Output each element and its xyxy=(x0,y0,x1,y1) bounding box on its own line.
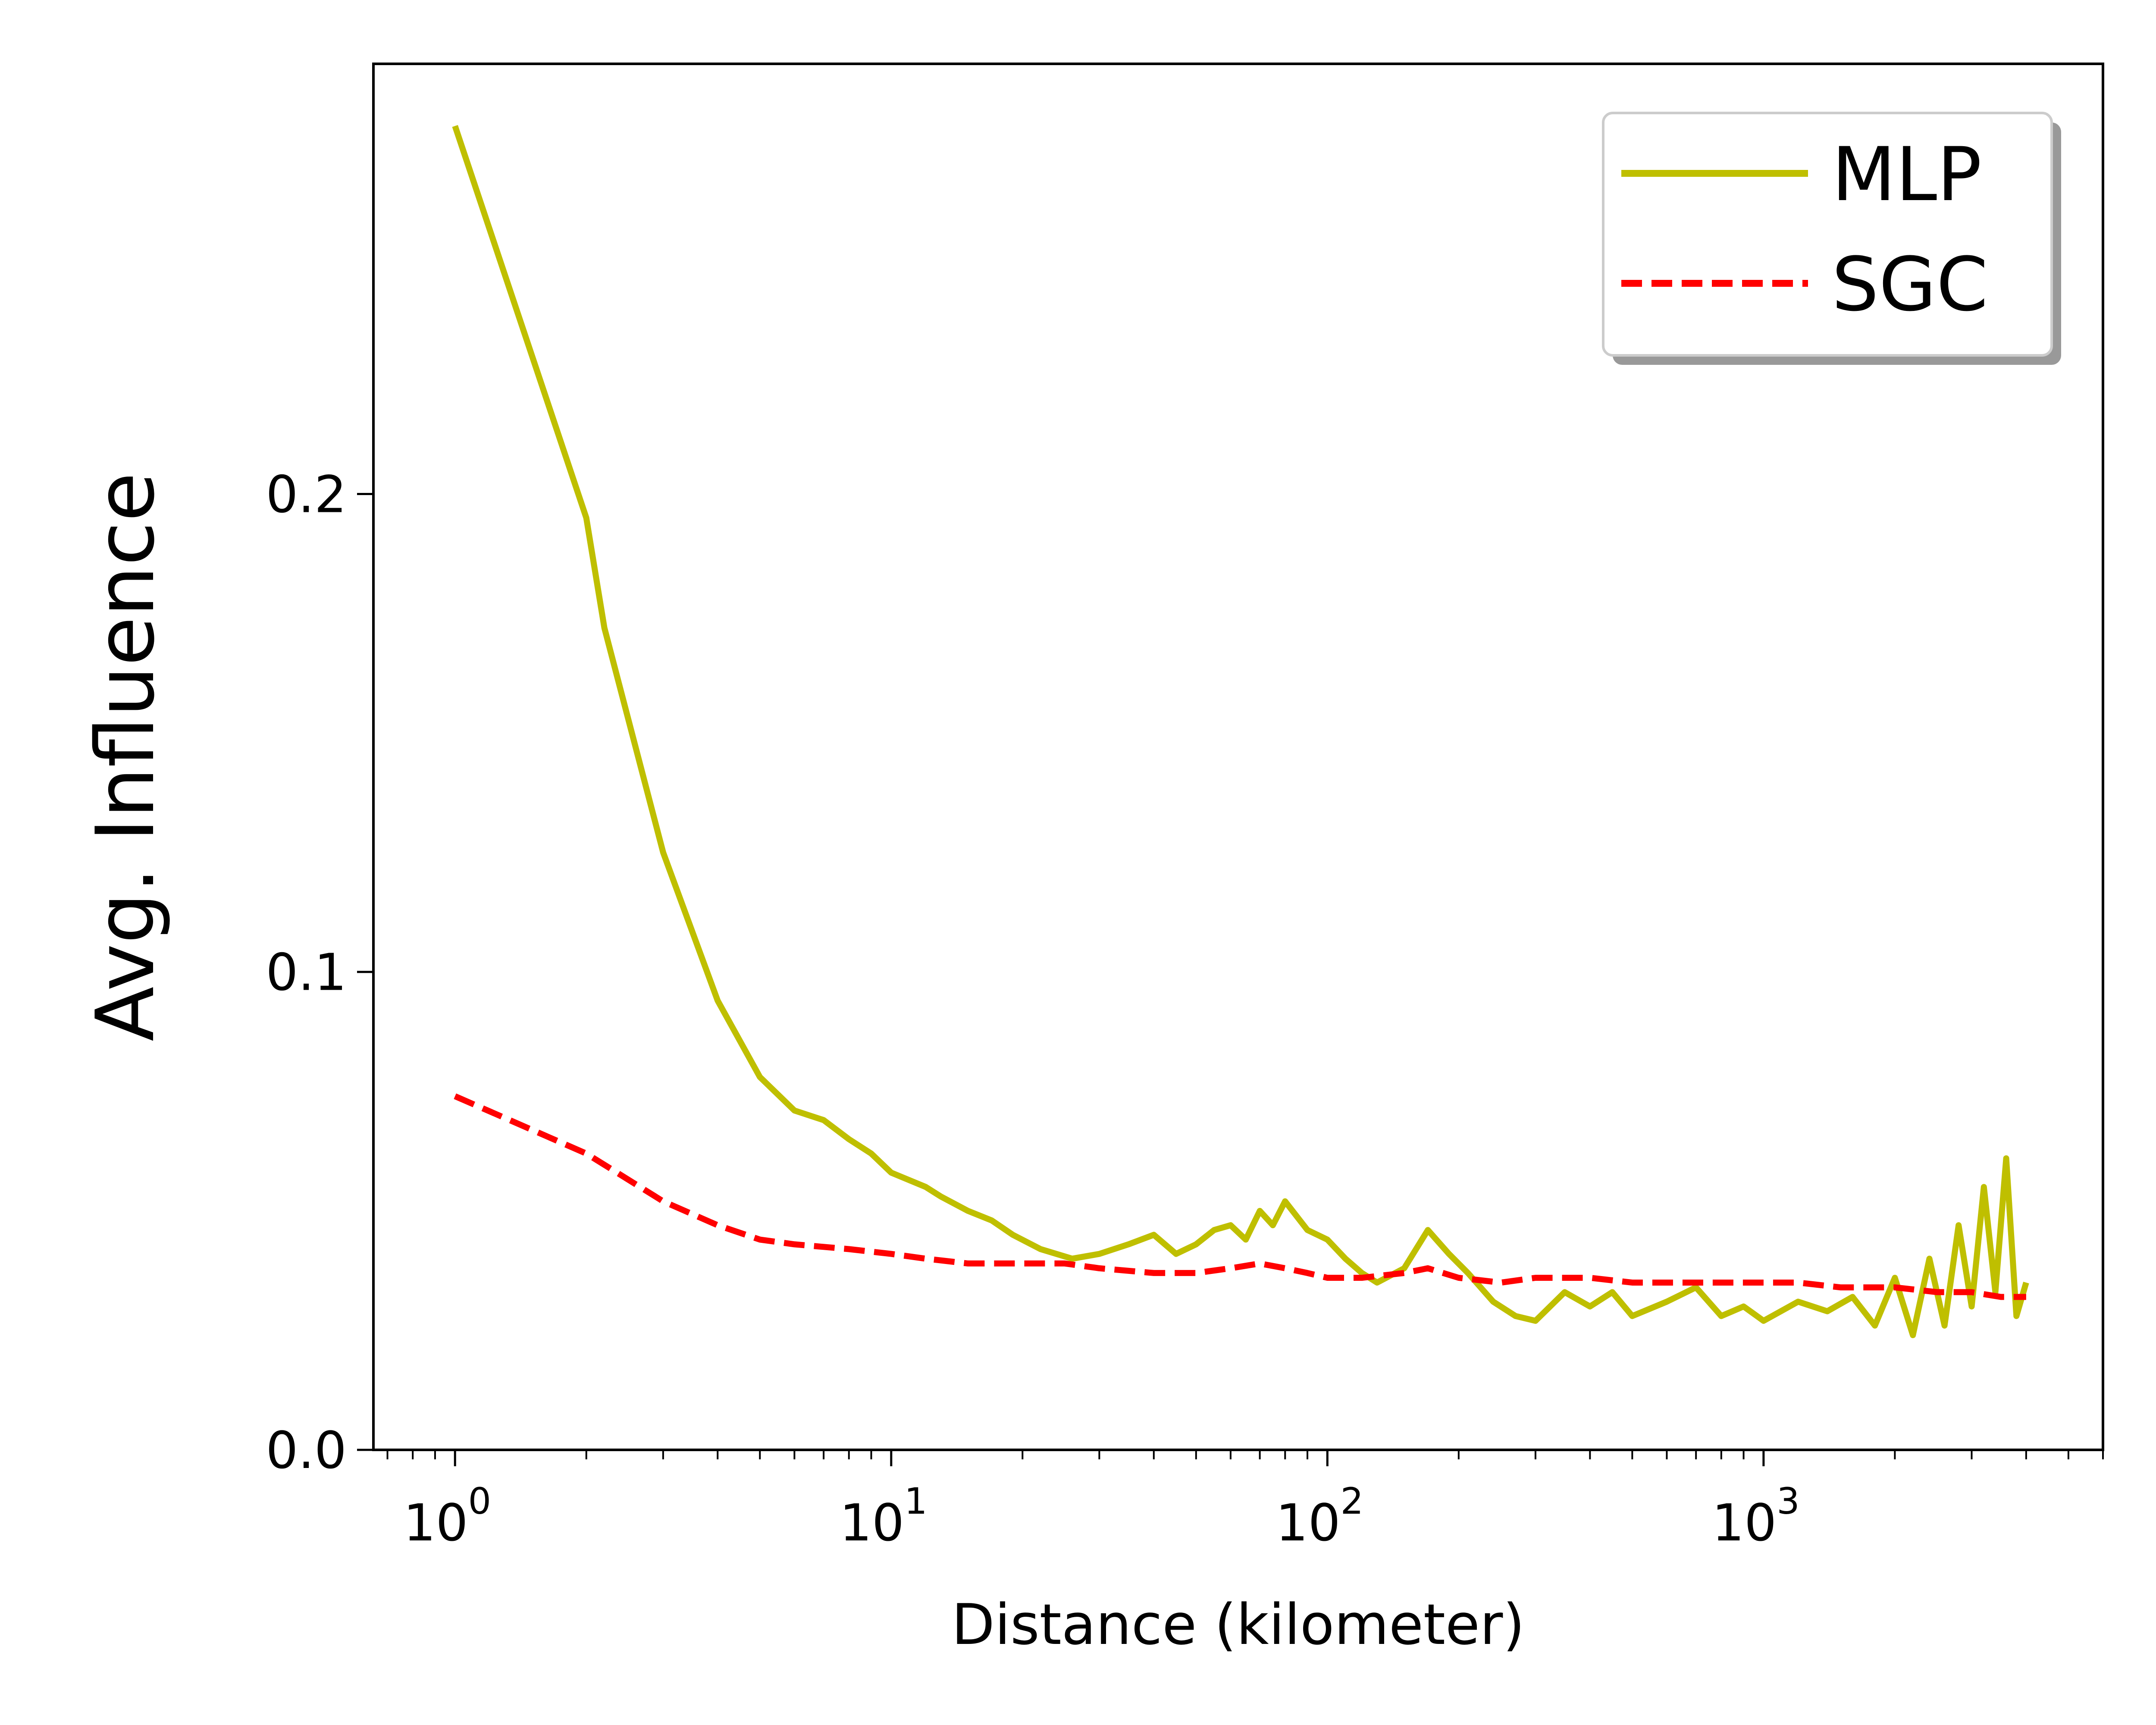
x-tick-base: 10 xyxy=(840,1493,904,1552)
x-tick-label: 103 xyxy=(1712,1480,1800,1552)
series-line-mlp xyxy=(452,125,2029,1338)
x-tick-exponent: 1 xyxy=(904,1480,927,1522)
legend-label-mlp: MLP xyxy=(1832,131,1982,218)
y-axis-label: Avg. Influence xyxy=(78,472,172,1041)
x-tick-label: 100 xyxy=(403,1480,491,1552)
y-tick-label: 0.0 xyxy=(266,1421,347,1480)
x-tick-exponent: 3 xyxy=(1777,1480,1799,1522)
y-axis: 0.0 0.1 0.2 xyxy=(266,464,373,1480)
series-line-sgc xyxy=(454,1093,2026,1300)
y-tick-label: 0.2 xyxy=(266,464,347,524)
legend: MLP SGC xyxy=(1602,112,2061,365)
x-tick-base: 10 xyxy=(1712,1493,1777,1552)
x-tick-exponent: 0 xyxy=(468,1480,491,1522)
x-tick-label: 101 xyxy=(840,1480,928,1552)
x-tick-base: 10 xyxy=(403,1493,468,1552)
x-axis: 100 101 102 103 xyxy=(386,1450,2104,1552)
x-tick-label: 102 xyxy=(1276,1480,1364,1552)
legend-label-sgc: SGC xyxy=(1832,241,1988,328)
x-tick-base: 10 xyxy=(1276,1493,1341,1552)
plot-series xyxy=(452,125,2029,1338)
x-tick-exponent: 2 xyxy=(1341,1480,1363,1522)
plot-frame xyxy=(372,63,2104,1451)
x-axis-label: Distance (kilometer) xyxy=(952,1592,1525,1657)
y-tick-label: 0.1 xyxy=(266,943,347,1002)
